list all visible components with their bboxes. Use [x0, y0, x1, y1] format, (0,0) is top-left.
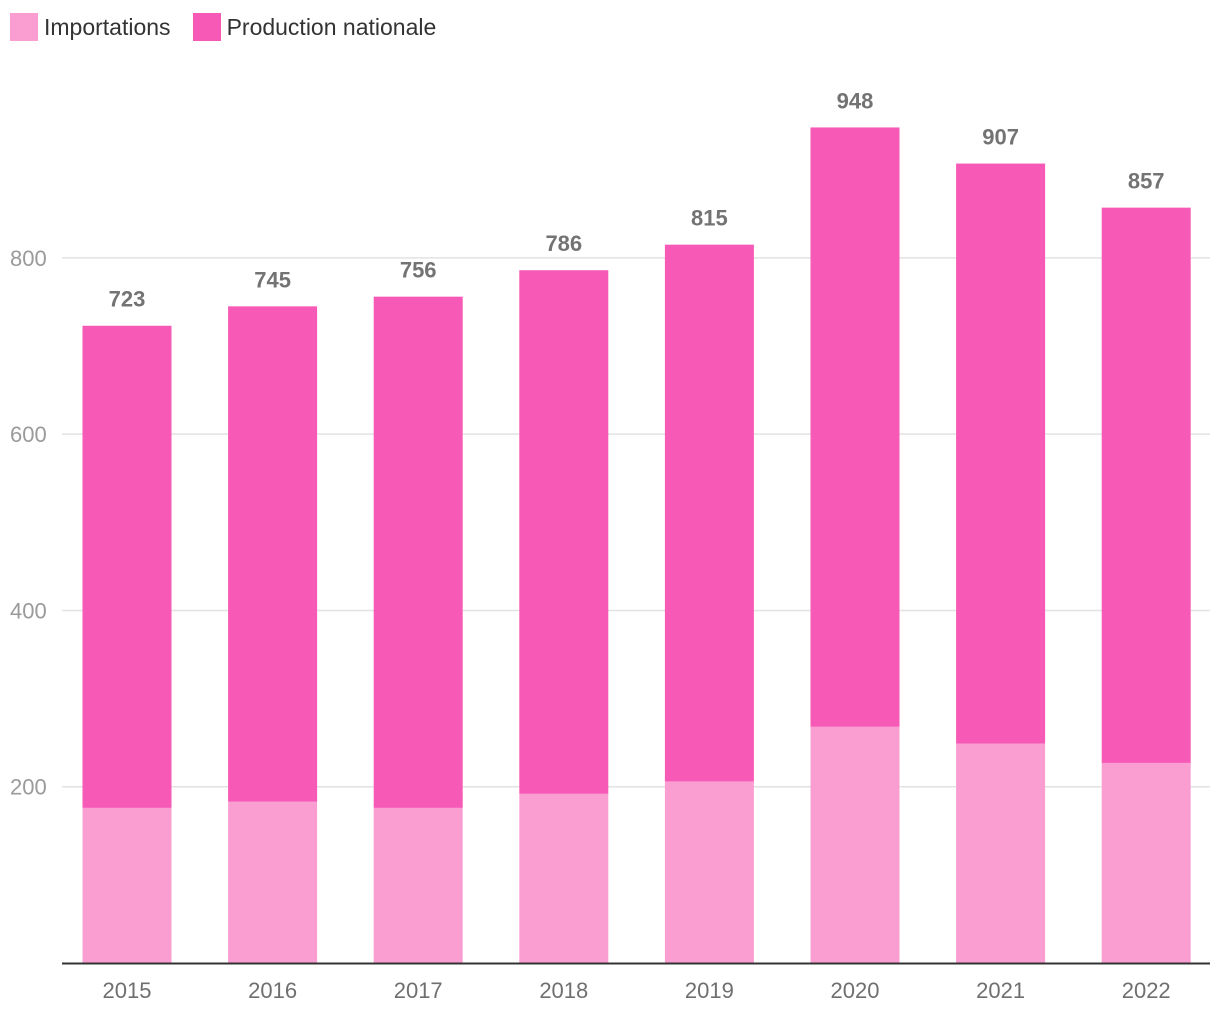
bar-production-nationale-2019 [664, 244, 754, 782]
x-tick-label-2015: 2015 [103, 978, 152, 1003]
total-label-2019: 815 [691, 206, 728, 231]
legend-swatch-production-nationale [192, 13, 221, 41]
x-tick-label-2016: 2016 [248, 978, 297, 1003]
bar-production-nationale-2018 [519, 270, 609, 794]
bars [82, 127, 1191, 963]
total-label-2016: 745 [254, 267, 291, 292]
y-tick-label-800: 800 [10, 246, 47, 271]
total-label-2021: 907 [982, 125, 1019, 150]
chart-legend: Importations Production nationale [10, 12, 458, 42]
legend-label-importations: Importations [44, 13, 171, 40]
bar-production-nationale-2017 [373, 296, 463, 808]
x-tick-label-2020: 2020 [831, 978, 880, 1003]
legend-item-production-nationale: Production nationale [192, 13, 437, 41]
y-tick-label-200: 200 [10, 775, 47, 800]
bar-production-nationale-2021 [956, 163, 1046, 744]
legend-swatch-importations [10, 13, 38, 41]
bar-production-nationale-2016 [228, 306, 318, 802]
x-tick-label-2018: 2018 [539, 978, 588, 1003]
bar-importations-2016 [228, 801, 318, 963]
bar-production-nationale-2020 [810, 127, 900, 727]
x-tick-label-2022: 2022 [1122, 978, 1171, 1003]
bar-importations-2018 [519, 793, 609, 963]
bar-importations-2020 [810, 726, 900, 963]
total-label-2017: 756 [400, 258, 437, 283]
bar-importations-2019 [664, 781, 754, 963]
y-tick-label-600: 600 [10, 422, 47, 447]
bar-importations-2022 [1101, 762, 1191, 963]
x-tick-label-2021: 2021 [976, 978, 1025, 1003]
legend-label-production-nationale: Production nationale [226, 13, 437, 40]
total-label-2022: 857 [1128, 169, 1165, 194]
total-label-2018: 786 [545, 231, 582, 256]
bar-production-nationale-2015 [82, 325, 172, 808]
x-tick-label-2017: 2017 [394, 978, 443, 1003]
bar-importations-2021 [956, 743, 1046, 963]
y-axis-tick-labels: 200 400 600 800 [10, 246, 47, 800]
x-axis-tick-labels: 2015 2016 2017 2018 2019 2020 2021 2022 [103, 978, 1171, 1003]
bar-importations-2017 [373, 807, 463, 963]
x-tick-label-2019: 2019 [685, 978, 734, 1003]
legend-item-importations: Importations [10, 13, 171, 41]
bar-total-labels: 723 745 756 786 815 948 907 857 [109, 88, 1165, 311]
bar-production-nationale-2022 [1101, 207, 1191, 763]
y-tick-label-400: 400 [10, 598, 47, 623]
bar-importations-2015 [82, 807, 172, 963]
total-label-2015: 723 [109, 287, 146, 312]
total-label-2020: 948 [837, 88, 874, 113]
